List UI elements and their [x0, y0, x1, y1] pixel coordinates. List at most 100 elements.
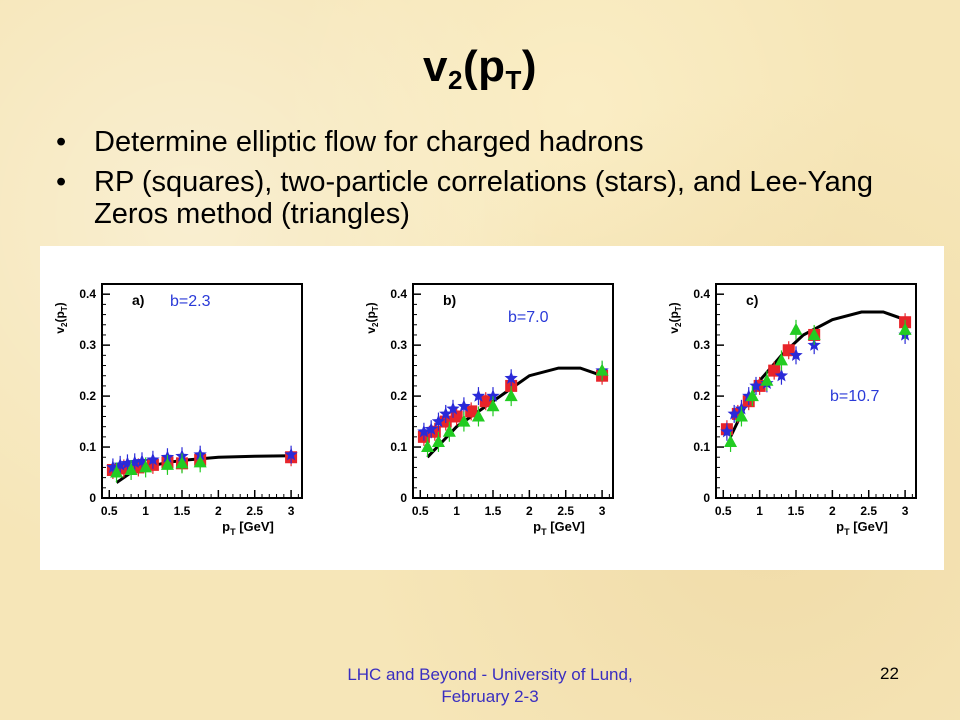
y-tick-label: 0.3	[693, 338, 710, 352]
y-label-sub: 2	[60, 322, 69, 327]
y-tick-label: 0	[703, 491, 710, 505]
impact-parameter-label: b=2.3	[170, 293, 211, 310]
title-main: v	[422, 42, 448, 91]
square-marker	[479, 395, 492, 408]
x-label-main: p	[836, 519, 844, 534]
x-label-unit: [GeV]	[236, 519, 274, 534]
panel-label: c)	[746, 292, 758, 308]
x-label-sub: T	[230, 527, 236, 537]
star-marker	[146, 452, 160, 466]
x-tick-label: 0.5	[412, 504, 429, 518]
theory-curve	[426, 366, 603, 459]
x-tick-label: 1	[142, 504, 149, 518]
triangle-marker	[504, 389, 518, 402]
x-label-unit: [GeV]	[547, 519, 585, 534]
x-tick-label: 3	[599, 504, 606, 518]
chart-panel-1: 00.10.20.30.40.5 1 1.5 2 2.5 3pT [GeV]v2(pT) a…	[53, 283, 303, 537]
y-tick-label: 0.4	[79, 287, 96, 301]
triangle-marker	[124, 462, 138, 475]
triangle-marker	[807, 327, 821, 340]
y-tick-label: 0.2	[390, 389, 407, 403]
x-tick-label: 1.5	[788, 504, 805, 518]
star-marker	[749, 378, 763, 392]
x-tick-label: 2	[215, 504, 222, 518]
y-label-main: v	[364, 327, 378, 334]
triangle-marker	[175, 456, 189, 469]
x-axis-label: pT [GeV]	[222, 519, 274, 537]
triangle-marker	[431, 434, 445, 447]
x-tick-label: 2.5	[557, 504, 574, 518]
star-marker	[113, 457, 127, 471]
y-tick-label: 0.3	[390, 338, 407, 352]
x-label-sub: T	[541, 527, 547, 537]
footer-line-2: February 2-3	[441, 687, 539, 706]
bullet-text: Determine elliptic flow for charged hadr…	[94, 126, 644, 158]
y-tick-label: 0.1	[693, 440, 710, 454]
x-tick-label: 1	[756, 504, 763, 518]
y-label-main: v	[667, 327, 681, 334]
title-sub: 2	[447, 65, 463, 95]
panel-label: a)	[132, 292, 144, 308]
star-marker	[789, 348, 803, 361]
x-tick-label: 1.5	[174, 504, 191, 518]
star-marker	[742, 389, 756, 402]
plot-frame	[412, 283, 614, 499]
triangle-marker	[760, 373, 774, 386]
figure-panel: 0 0.1 0.2 0.3 0.4 0.5 1 1.5 2 2.5 3 pT [GeV] v2(pT) a…	[40, 246, 944, 570]
star-marker	[446, 401, 460, 415]
star-marker	[720, 424, 734, 438]
y-label-paren: (p	[667, 311, 681, 322]
flow-figure: 00.10.20.30.40.5 1 1.5 2 2.5 3pT [GeV]v2(pT) a…	[53, 283, 917, 537]
y-label-paren: (p	[364, 311, 378, 322]
star-marker	[471, 389, 486, 402]
y-tick-label: 0	[89, 491, 96, 505]
page-number: 22	[880, 664, 899, 683]
triangle-marker	[745, 389, 759, 402]
star-marker	[727, 406, 741, 420]
impact-parameter-label: b=7.0	[508, 309, 549, 326]
star-marker	[128, 455, 142, 468]
y-axis-label: v2(pT)	[364, 302, 380, 333]
triangle-marker	[457, 414, 471, 427]
star-marker	[504, 371, 518, 384]
square-marker	[465, 405, 478, 418]
triangle-marker	[734, 409, 748, 422]
bullet-dot: •	[56, 126, 67, 158]
y-tick-label: 0.4	[390, 287, 407, 301]
x-tick-label: 2	[829, 504, 836, 518]
triangle-marker	[421, 440, 435, 453]
square-marker	[450, 410, 463, 423]
star-marker	[774, 368, 789, 382]
slide-title: v2(pT)	[0, 42, 960, 96]
x-tick-label: 2.5	[246, 504, 263, 518]
bullet-dot: •	[56, 166, 67, 198]
chart-panel-2: 00.10.20.30.40.5 1 1.5 2 2.5 3pT [GeV]v2(pT) b…	[364, 283, 614, 537]
x-tick-label: 0.5	[715, 504, 732, 518]
title-open: (p	[462, 42, 506, 91]
y-axis-label: v2(pT)	[667, 302, 683, 333]
star-marker	[457, 399, 471, 412]
y-label-close: )	[364, 302, 378, 306]
triangle-marker	[724, 434, 738, 447]
y-label-sub: 2	[674, 322, 683, 327]
title-sub2: T	[505, 65, 522, 95]
y-tick-label: 0.2	[693, 389, 710, 403]
y-label-sub: 2	[371, 322, 380, 327]
star-marker	[486, 389, 500, 402]
x-axis-label: pT [GeV]	[533, 519, 585, 537]
triangle-marker	[774, 353, 788, 366]
triangle-marker	[139, 460, 153, 473]
y-label-close: )	[667, 302, 681, 306]
title-close: )	[521, 42, 538, 91]
x-tick-label: 2.5	[860, 504, 877, 518]
y-tick-label: 0.1	[79, 440, 96, 454]
y-tick-label: 0.4	[693, 287, 710, 301]
plot-frame	[715, 283, 917, 499]
star-marker	[424, 422, 438, 435]
y-label-sub2: T	[371, 306, 380, 311]
panel-label: b)	[443, 292, 456, 308]
star-marker	[135, 454, 149, 467]
plot-frame	[101, 283, 303, 499]
x-tick-label: 1.5	[485, 504, 502, 518]
triangle-marker	[160, 457, 174, 470]
